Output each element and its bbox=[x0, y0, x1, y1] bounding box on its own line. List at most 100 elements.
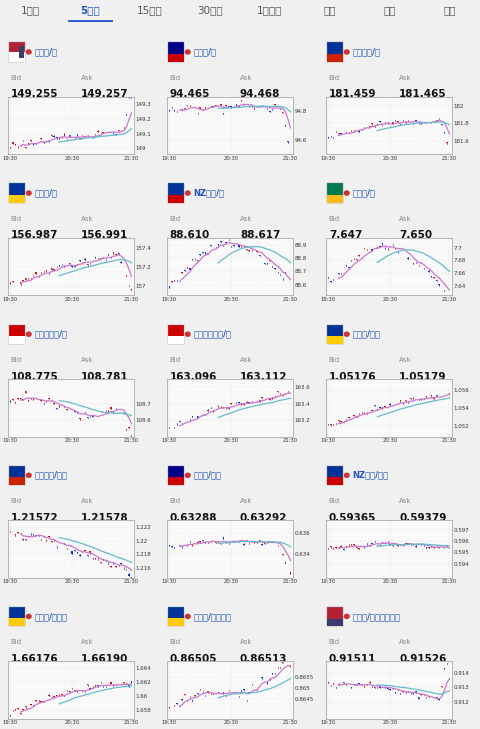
Bar bbox=[426, 122, 427, 123]
Text: 英ポンド/円: 英ポンド/円 bbox=[352, 47, 380, 56]
Bar bbox=[102, 559, 104, 560]
Text: 163.112: 163.112 bbox=[240, 372, 288, 381]
Bar bbox=[204, 542, 206, 543]
FancyBboxPatch shape bbox=[168, 195, 184, 203]
Bar bbox=[200, 107, 201, 109]
Bar bbox=[100, 562, 101, 563]
Text: 156.987: 156.987 bbox=[11, 230, 58, 241]
Bar bbox=[420, 544, 422, 545]
Bar bbox=[15, 534, 16, 536]
Circle shape bbox=[345, 615, 349, 618]
Text: Ask: Ask bbox=[240, 498, 252, 504]
Bar bbox=[262, 397, 263, 398]
Text: 108.781: 108.781 bbox=[81, 372, 129, 381]
Bar bbox=[387, 687, 388, 689]
Bar bbox=[128, 685, 130, 687]
Bar bbox=[72, 551, 73, 554]
Bar bbox=[59, 265, 60, 266]
Text: Bid: Bid bbox=[11, 75, 22, 81]
Circle shape bbox=[26, 191, 31, 195]
FancyBboxPatch shape bbox=[327, 619, 343, 626]
Text: 149.255: 149.255 bbox=[11, 89, 58, 99]
Bar bbox=[446, 141, 447, 143]
Bar bbox=[40, 138, 42, 139]
FancyBboxPatch shape bbox=[327, 195, 343, 203]
Bar bbox=[433, 398, 435, 399]
Bar bbox=[20, 713, 21, 714]
Circle shape bbox=[185, 615, 190, 618]
Bar bbox=[10, 400, 11, 402]
Text: Bid: Bid bbox=[329, 75, 340, 81]
Bar bbox=[262, 677, 263, 679]
Text: 豪ドル/円: 豪ドル/円 bbox=[193, 47, 216, 56]
Bar bbox=[202, 252, 204, 253]
Text: 0.59379: 0.59379 bbox=[399, 512, 446, 523]
Bar bbox=[207, 691, 209, 693]
Text: 149.257: 149.257 bbox=[81, 89, 129, 99]
Text: 0.86513: 0.86513 bbox=[240, 654, 288, 663]
Bar bbox=[174, 110, 175, 111]
Bar bbox=[282, 662, 283, 663]
Text: 1.05179: 1.05179 bbox=[399, 372, 446, 381]
Bar bbox=[374, 126, 375, 127]
Text: Ask: Ask bbox=[81, 498, 94, 504]
Bar bbox=[330, 545, 332, 547]
Bar bbox=[189, 268, 191, 270]
Text: 1分足: 1分足 bbox=[21, 6, 39, 15]
FancyBboxPatch shape bbox=[9, 324, 25, 344]
Text: 15分足: 15分足 bbox=[137, 6, 163, 15]
Bar bbox=[392, 688, 394, 689]
Bar bbox=[197, 260, 198, 261]
Bar bbox=[77, 412, 78, 413]
Text: 1.21572: 1.21572 bbox=[11, 512, 59, 523]
Text: 米ドル/円: 米ドル/円 bbox=[34, 47, 57, 56]
FancyBboxPatch shape bbox=[9, 42, 25, 61]
Bar bbox=[236, 104, 237, 105]
Text: カナダドル/円: カナダドル/円 bbox=[34, 330, 67, 339]
Text: 1.05176: 1.05176 bbox=[329, 372, 376, 381]
Bar bbox=[397, 251, 398, 252]
Circle shape bbox=[26, 332, 31, 336]
Bar bbox=[59, 138, 60, 139]
Bar bbox=[327, 137, 329, 139]
Bar bbox=[120, 563, 122, 564]
Bar bbox=[340, 546, 342, 547]
Bar bbox=[415, 545, 417, 547]
Text: Ask: Ask bbox=[399, 75, 411, 81]
FancyBboxPatch shape bbox=[9, 195, 25, 203]
Bar bbox=[243, 544, 245, 545]
Circle shape bbox=[345, 473, 349, 477]
Bar bbox=[372, 543, 373, 545]
Bar bbox=[217, 692, 219, 693]
Bar bbox=[110, 682, 111, 684]
Bar bbox=[418, 697, 419, 699]
Bar bbox=[338, 133, 339, 134]
Bar bbox=[25, 147, 26, 148]
Text: Bid: Bid bbox=[11, 498, 22, 504]
Bar bbox=[61, 694, 62, 695]
Bar bbox=[356, 684, 357, 685]
Bar bbox=[25, 391, 26, 392]
Text: NZドル/円: NZドル/円 bbox=[193, 189, 224, 198]
Text: 163.096: 163.096 bbox=[170, 372, 217, 381]
Text: ランド/円: ランド/円 bbox=[352, 189, 375, 198]
Text: Ask: Ask bbox=[240, 75, 252, 81]
Bar bbox=[400, 400, 401, 402]
Text: NZドル/ドル: NZドル/ドル bbox=[352, 471, 388, 480]
Bar bbox=[36, 273, 37, 274]
Bar bbox=[246, 402, 247, 403]
Bar bbox=[428, 547, 430, 548]
Text: Bid: Bid bbox=[11, 357, 22, 363]
Bar bbox=[253, 108, 255, 109]
Circle shape bbox=[185, 332, 190, 336]
Text: Bid: Bid bbox=[170, 357, 181, 363]
Bar bbox=[405, 543, 407, 544]
Bar bbox=[108, 410, 109, 412]
Bar bbox=[431, 395, 432, 397]
Bar bbox=[89, 551, 91, 553]
Bar bbox=[402, 691, 404, 692]
Bar bbox=[389, 404, 391, 405]
Text: スイスフラン/円: スイスフラン/円 bbox=[193, 330, 231, 339]
Text: 0.59365: 0.59365 bbox=[329, 512, 376, 523]
Text: 94.468: 94.468 bbox=[240, 89, 280, 99]
